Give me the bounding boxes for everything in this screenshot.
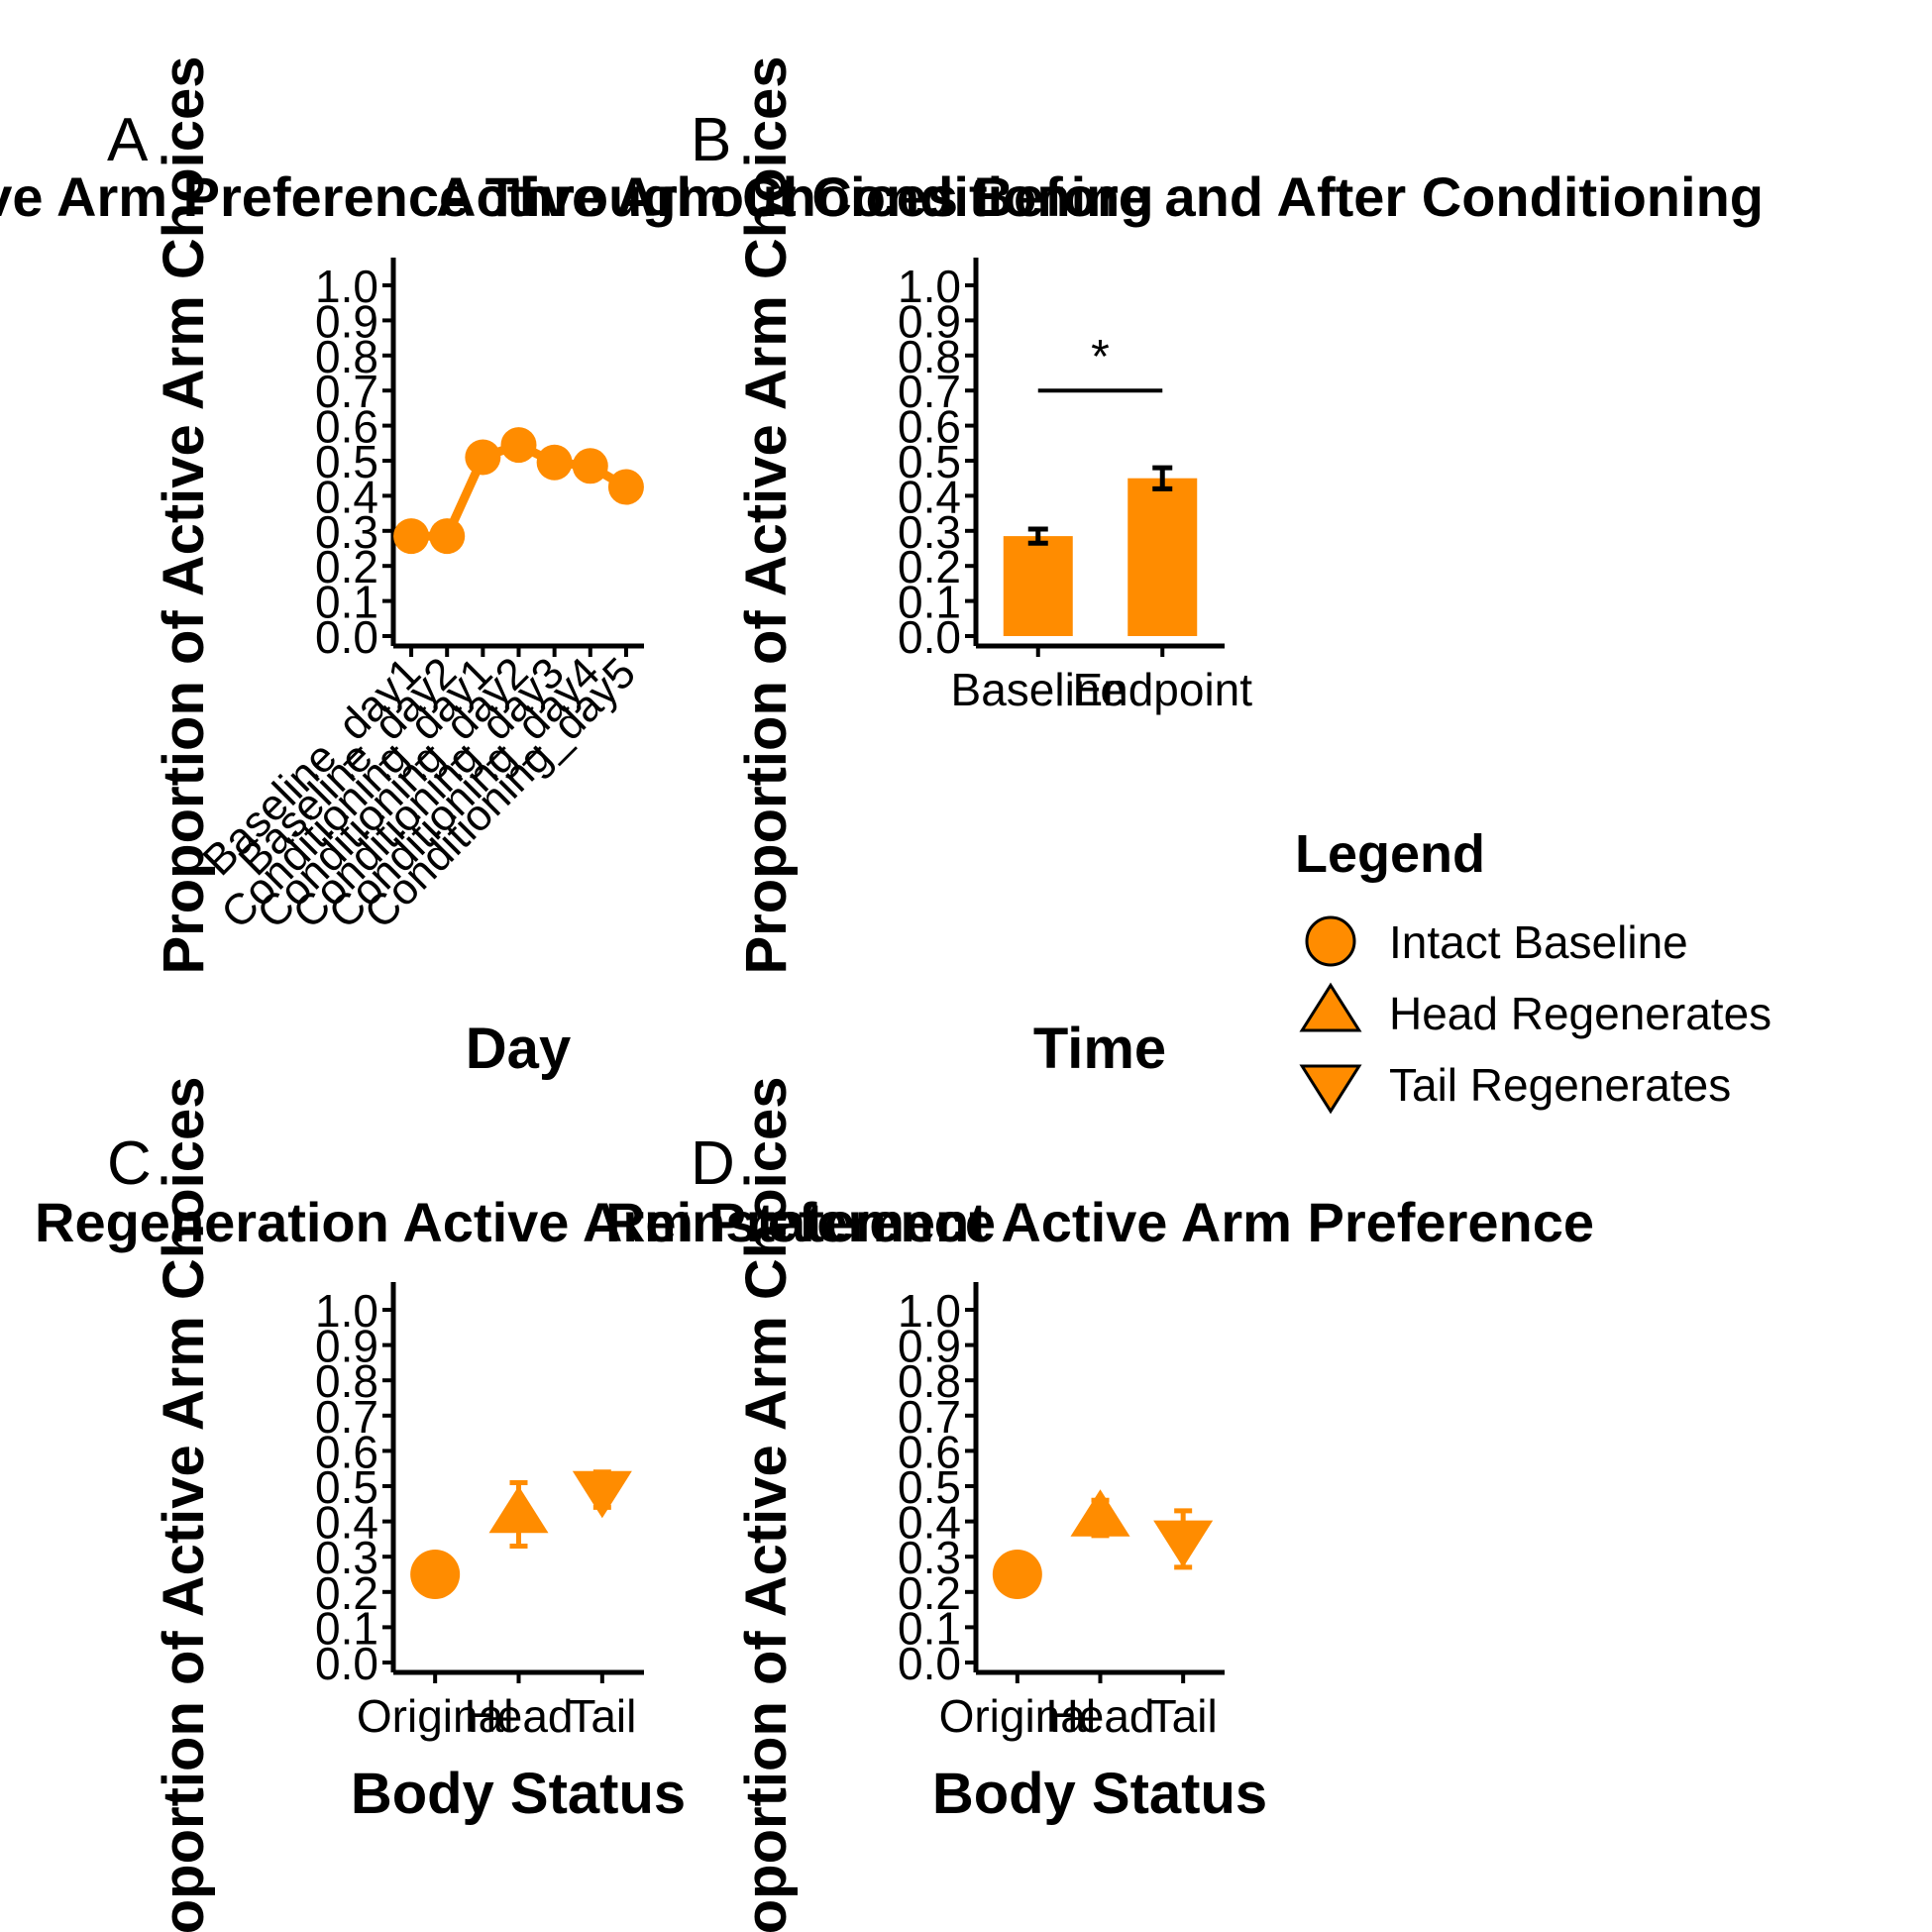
legend-item-label: Head Regenerates bbox=[1389, 988, 1771, 1039]
x-tick-label: Original bbox=[357, 1690, 514, 1742]
y-tick-label: 0.3 bbox=[898, 1532, 961, 1583]
y-tick-label: 0.7 bbox=[315, 1391, 378, 1443]
y-tick-label: 0.2 bbox=[898, 541, 961, 592]
legend-marker-triangle-down bbox=[1299, 1064, 1362, 1115]
panel-label: C bbox=[107, 1129, 152, 1198]
data-point bbox=[465, 439, 501, 476]
y-tick-label: 0.9 bbox=[315, 295, 378, 347]
y-axis-title: Proportion of Active Arm Choices bbox=[734, 1076, 799, 1932]
data-point bbox=[536, 444, 573, 481]
data-point bbox=[429, 518, 466, 555]
y-tick-label: 0.9 bbox=[898, 1321, 961, 1372]
y-tick-label: 1.0 bbox=[898, 261, 961, 312]
x-tick-label: Head bbox=[1046, 1690, 1155, 1742]
legend-item-label: Intact Baseline bbox=[1389, 916, 1688, 968]
y-tick-label: 0.7 bbox=[315, 366, 378, 417]
y-tick-label: 0.8 bbox=[898, 1355, 961, 1407]
y-axis-title: Proportion of Active Arm Choices bbox=[152, 55, 216, 974]
y-tick-label: 0.2 bbox=[315, 1567, 378, 1619]
y-tick-label: 0.0 bbox=[898, 1638, 961, 1689]
legend-item-label: Tail Regenerates bbox=[1389, 1059, 1731, 1111]
y-tick-label: 0.0 bbox=[898, 611, 961, 663]
x-tick-label: Tail bbox=[568, 1690, 636, 1742]
data-point bbox=[410, 1550, 461, 1599]
legend-marker-circle bbox=[1305, 915, 1356, 967]
legend: Legend Intact Baseline Head Regenerates Tai… bbox=[1295, 824, 1771, 1115]
x-axis-title: Day bbox=[466, 1017, 571, 1081]
x-tick-label: Baseline bbox=[951, 664, 1126, 715]
y-tick-label: 0.7 bbox=[898, 1391, 961, 1443]
data-point bbox=[1070, 1489, 1130, 1537]
data-point bbox=[393, 518, 430, 555]
chart-title: Regeneration Active Arm Preference bbox=[35, 1191, 996, 1253]
x-axis-title: Time bbox=[1033, 1017, 1166, 1081]
x-tick-label: Tail bbox=[1149, 1690, 1218, 1742]
y-tick-label: 0.3 bbox=[315, 506, 378, 558]
y-axis-title: Proportion of Active Arm Choices bbox=[152, 1076, 216, 1932]
x-tick-label: Head bbox=[465, 1690, 574, 1742]
data-point bbox=[488, 1485, 549, 1534]
y-tick-label: 0.5 bbox=[315, 436, 378, 487]
y-tick-label: 0.2 bbox=[315, 541, 378, 592]
y-tick-label: 1.0 bbox=[898, 1285, 961, 1337]
data-point bbox=[500, 427, 537, 464]
y-tick-label: 0.3 bbox=[898, 506, 961, 558]
significance-marker: * bbox=[1091, 331, 1110, 383]
y-tick-label: 0.2 bbox=[898, 1567, 961, 1619]
y-tick-label: 0.8 bbox=[898, 331, 961, 382]
y-tick-label: 0.3 bbox=[315, 1532, 378, 1583]
y-tick-label: 0.4 bbox=[898, 471, 961, 522]
y-tick-label: 0.4 bbox=[898, 1497, 961, 1549]
y-tick-label: 0.0 bbox=[315, 611, 378, 663]
data-point bbox=[572, 1470, 632, 1519]
bar bbox=[1003, 536, 1073, 636]
bar bbox=[1127, 478, 1198, 636]
chart-title: Active Arm Choices Before and After Cond… bbox=[436, 165, 1764, 228]
panel-label: A bbox=[107, 106, 149, 174]
y-tick-label: 1.0 bbox=[315, 261, 378, 312]
y-tick-label: 0.7 bbox=[898, 366, 961, 417]
y-tick-label: 0.5 bbox=[315, 1461, 378, 1513]
y-axis-title: Proportion of Active Arm Choices bbox=[734, 55, 799, 974]
y-tick-label: 0.4 bbox=[315, 1497, 378, 1549]
y-tick-label: 0.6 bbox=[315, 401, 378, 453]
y-tick-label: 0.0 bbox=[315, 1638, 378, 1689]
y-tick-label: 0.8 bbox=[315, 1355, 378, 1407]
y-tick-label: 0.4 bbox=[315, 471, 378, 522]
y-tick-label: 0.5 bbox=[898, 1461, 961, 1513]
data-point bbox=[572, 448, 608, 484]
panel-label: B bbox=[691, 106, 731, 174]
y-tick-label: 0.1 bbox=[898, 577, 961, 628]
y-tick-label: 0.1 bbox=[898, 1602, 961, 1654]
panel-label: D bbox=[691, 1129, 735, 1198]
y-tick-label: 0.6 bbox=[898, 401, 961, 453]
y-tick-label: 0.1 bbox=[315, 1602, 378, 1654]
x-tick-label: Endpoint bbox=[1072, 664, 1252, 715]
y-tick-label: 0.5 bbox=[898, 436, 961, 487]
chart-title: Active Arm Preference Throughout Conditi… bbox=[0, 165, 1154, 228]
legend-title: Legend bbox=[1295, 824, 1485, 884]
y-tick-label: 0.9 bbox=[898, 295, 961, 347]
y-tick-label: 0.9 bbox=[315, 1321, 378, 1372]
data-point bbox=[1153, 1520, 1214, 1568]
y-tick-label: 0.8 bbox=[315, 331, 378, 382]
x-tick-label: Original bbox=[939, 1690, 1097, 1742]
y-tick-label: 1.0 bbox=[315, 1285, 378, 1337]
y-tick-label: 0.1 bbox=[315, 577, 378, 628]
y-tick-label: 0.6 bbox=[315, 1426, 378, 1477]
x-axis-title: Body Status bbox=[351, 1762, 686, 1826]
y-tick-label: 0.6 bbox=[898, 1426, 961, 1477]
data-point bbox=[607, 469, 644, 505]
data-point bbox=[992, 1550, 1042, 1599]
legend-marker-triangle-up bbox=[1299, 982, 1362, 1032]
x-axis-title: Body Status bbox=[932, 1762, 1267, 1826]
chart-title: Reinstatement Active Arm Preference bbox=[605, 1191, 1594, 1253]
